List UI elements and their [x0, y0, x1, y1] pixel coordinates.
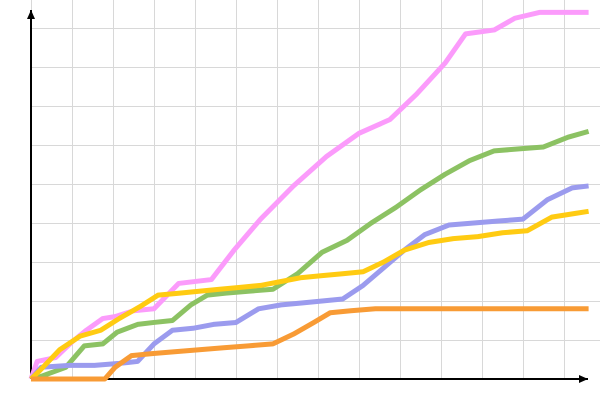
series-yellow [29, 208, 589, 381]
x-axis-arrow-icon [579, 375, 588, 383]
series-orange [31, 306, 589, 382]
series-pink [28, 9, 589, 380]
y-axis-arrow-icon [27, 10, 35, 19]
chart-axes [27, 10, 588, 383]
series-lines [28, 9, 590, 382]
series-purple [29, 183, 589, 381]
horizontal-gridlines [31, 28, 600, 341]
series-green [30, 128, 590, 382]
